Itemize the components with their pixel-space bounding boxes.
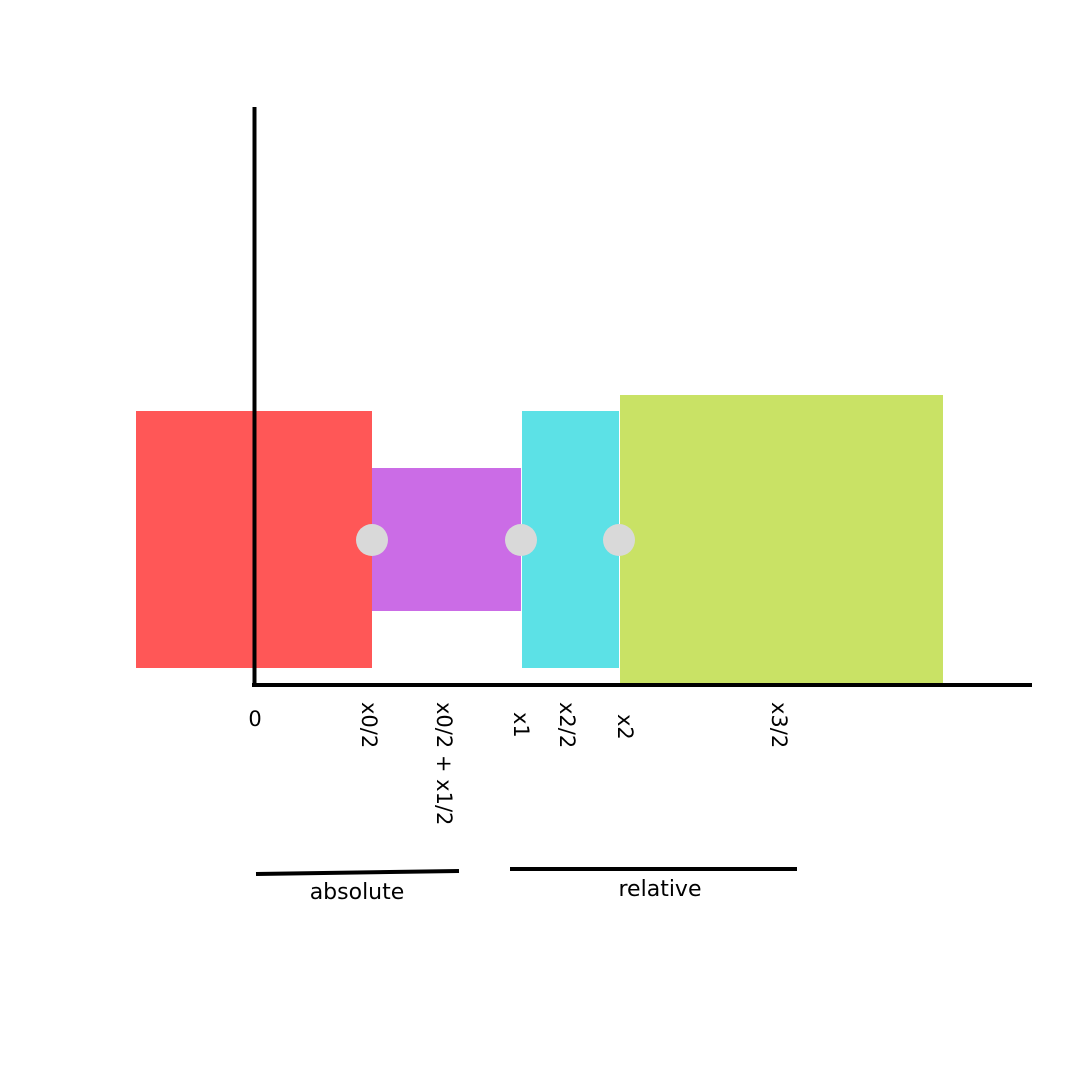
- block-purple: [372, 468, 521, 611]
- tick-label-x0-half: x0/2: [357, 702, 381, 748]
- tick-label-x1: x1: [509, 712, 533, 738]
- block-cyan: [522, 411, 619, 668]
- joint-point-1: [356, 524, 388, 556]
- tick-label-origin: 0: [248, 707, 261, 731]
- absolute-bracket-line: [255, 869, 460, 876]
- tick-label-x3-half: x3/2: [767, 702, 791, 748]
- block-green: [620, 395, 943, 684]
- joint-point-3: [603, 524, 635, 556]
- tick-label-x2-half: x2/2: [555, 702, 579, 748]
- tick-label-x0-half-plus-x1-half: x0/2 + x1/2: [432, 702, 456, 825]
- tick-label-x2: x2: [613, 714, 637, 740]
- joint-point-2: [505, 524, 537, 556]
- absolute-group-label: absolute: [310, 880, 405, 905]
- relative-group-label: relative: [619, 877, 702, 902]
